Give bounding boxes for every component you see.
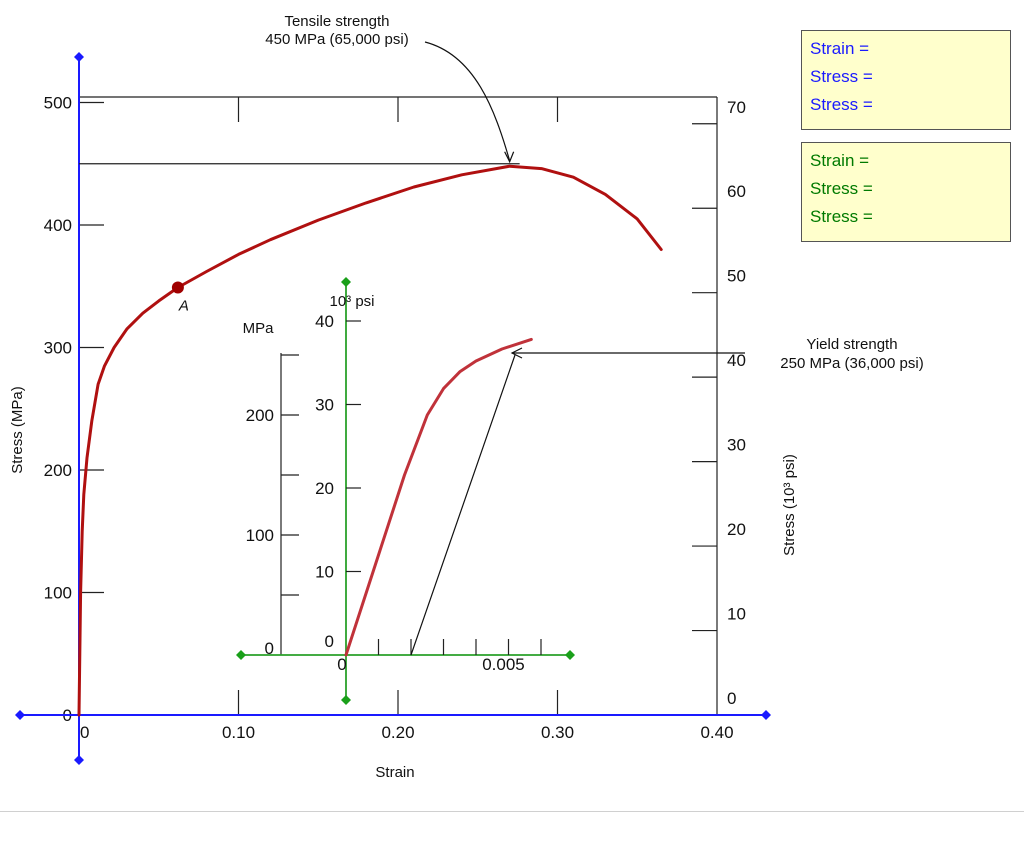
inset-axis-handle-top [341,277,351,287]
tensile-strength-label: Tensile strength [284,13,389,30]
inset-mpa-label: MPa [243,320,275,337]
readout-panel-blue: Strain = Stress = Stress = [801,30,1011,130]
y-tick-label: 200 [44,461,72,480]
divider [0,811,1024,812]
x-tick-label: 0.20 [381,723,414,742]
y-tick-label: 500 [44,94,72,113]
tensile-strength-arrowhead [504,151,515,164]
inset-psi-tick-label: 30 [315,396,334,415]
stress-strain-curve [77,164,663,717]
inset-psi-tick-label: 40 [315,312,334,331]
x-tick-label: 0.40 [700,723,733,742]
yield-strength-label: Yield strength [806,336,897,353]
readout-strain: Strain = [810,39,870,58]
y-tick-label: 400 [44,216,72,235]
inset-x-tick-label: 0 [337,655,346,674]
y-right-tick-label: 0 [727,689,736,708]
yield-strength-arrowhead [510,347,523,359]
y-axis-label: Stress (MPa) [9,386,26,474]
y-right-axis-label: Stress (10³ psi) [781,454,798,556]
readout-panel-green: Strain = Stress = Stress = [801,142,1011,242]
axis-handle-left [15,710,25,720]
tensile-strength-value: 450 MPa (65,000 psi) [265,31,408,48]
yield-strength-value: 250 MPa (36,000 psi) [780,355,923,372]
readout-stress-psi: Stress = [810,207,873,226]
readout-stress-mpa: Stress = [810,179,873,198]
x-tick-label: 0.10 [222,723,255,742]
x-tick-label: 0 [80,723,89,742]
readout-strain: Strain = [810,151,870,170]
inset-mpa-tick-label: 200 [246,406,274,425]
inset-mpa-tick-label: 0 [265,639,274,658]
axis-handle-bottom [74,755,84,765]
y-right-tick-label: 60 [727,182,746,201]
readout-stress-mpa: Stress = [810,67,873,86]
y-right-tick-label: 20 [727,520,746,539]
inset-psi-tick-label: 0 [325,632,334,651]
y-tick-label: 100 [44,584,72,603]
inset-axis-handle-bottom [341,695,351,705]
x-axis-label: Strain [375,764,414,781]
readout-stress-psi: Stress = [810,95,873,114]
inset-mpa-tick-label: 100 [246,526,274,545]
offset-line [410,354,516,656]
y-right-tick-label: 30 [727,436,746,455]
axis-handle-right [761,710,771,720]
point-a-label: A [178,297,189,314]
inset-psi-tick-label: 20 [315,479,334,498]
point-a-marker [171,281,184,294]
y-right-tick-label: 50 [727,267,746,286]
tensile-strength-arrow [424,41,511,161]
inset-axis-handle-left [236,650,246,660]
y-tick-label: 300 [44,339,72,358]
x-tick-label: 0.30 [541,723,574,742]
inset-x-tick-label: 0.005 [482,655,525,674]
inset-stress-strain-curve [344,337,533,657]
axis-handle-top [74,52,84,62]
inset-psi-tick-label: 10 [315,563,334,582]
y-right-tick-label: 10 [727,605,746,624]
inset-axis-handle-right [565,650,575,660]
y-right-tick-label: 40 [727,351,746,370]
y-right-tick-label: 70 [727,98,746,117]
inset-psi-label: 10³ psi [329,293,374,310]
